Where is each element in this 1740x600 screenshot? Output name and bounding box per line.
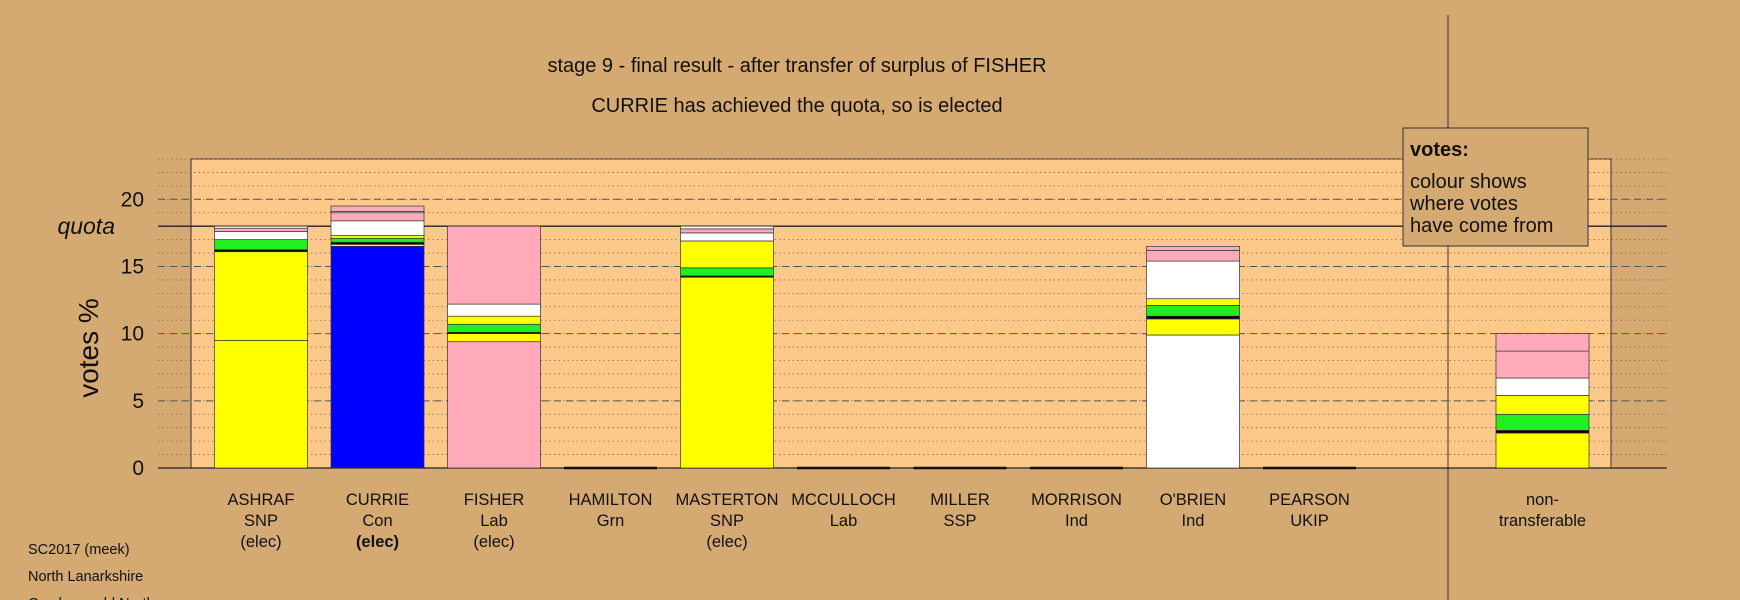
x-tick-label: Ind [1182,512,1205,530]
bar-segment [680,240,774,269]
bar-segment [214,231,308,240]
bar-segment [1146,315,1240,320]
bar-segment [1495,430,1590,434]
x-tick-label: SSP [943,512,976,530]
bar-segment [330,237,425,243]
bar-segment [680,228,774,234]
bar-segment [447,303,541,317]
bar-segment [1146,318,1240,336]
bar-segment [680,267,774,277]
x-tick-label: Lab [830,512,858,530]
y-tick-label: 20 [121,188,144,211]
bar-segment [1146,334,1240,469]
x-tick-label: (elec) [240,533,281,551]
plot-panel [190,158,1612,469]
bar-segment [447,323,541,333]
legend-box [1402,127,1589,247]
bar-segment [1146,245,1240,251]
bar-segment [1146,250,1240,262]
legend-text: where votes [1409,193,1518,215]
bar-segment [1495,413,1590,431]
bar-segment [680,276,774,469]
bar-segment [1146,298,1240,306]
x-tick-label: Lab [480,512,508,530]
x-tick-label: UKIP [1290,512,1329,530]
x-tick-label: MORRISON [1031,491,1122,509]
footer-text: Cumbernauld North [28,596,155,600]
chart-title: stage 9 - final result - after transfer … [547,55,1046,77]
x-tick-label: MILLER [930,491,990,509]
chart-subtitle: CURRIE has achieved the quota, so is ele… [591,95,1002,117]
bar-segment [680,225,774,230]
x-tick-label: transferable [1499,512,1586,530]
bar-segment [447,341,541,469]
bar-segment [447,333,541,343]
bar-segment [680,232,774,242]
bar-segment [214,239,308,251]
bar-segment [1495,350,1590,379]
x-tick-label: (elec) [473,533,514,551]
x-tick-label: HAMILTON [569,491,653,509]
x-tick-label: (elec) [706,533,747,551]
x-tick-label: Grn [597,512,625,530]
x-tick-label: CURRIE [346,491,409,509]
y-axis-label: votes % [73,298,104,398]
bar-segment [214,340,308,469]
footer-text: SC2017 (meek) [28,542,130,558]
bar-segment [214,225,308,229]
bar-segment [1495,333,1590,352]
quota-label: quota [57,213,115,239]
bar-segment [447,225,541,305]
bar-segment [1495,432,1590,469]
x-tick-label: non- [1526,491,1559,509]
bar-segment [447,315,541,325]
bar-segment [330,205,425,212]
y-tick-label: 15 [121,255,144,278]
x-tick-label: O'BRIEN [1160,491,1226,509]
x-tick-label: MCCULLOCH [791,491,896,509]
y-tick-label: 0 [132,457,144,480]
y-tick-label: 10 [121,323,144,346]
bar-segment [214,227,308,232]
footer-text: North Lanarkshire [28,569,143,585]
bar-segment [1495,395,1590,415]
bar-segment [330,235,425,239]
bar-segment [330,245,425,469]
x-tick-label: PEARSON [1269,491,1350,509]
bar-segment [214,251,308,341]
bar-segment [330,212,425,222]
bar-segment [1146,305,1240,317]
x-tick-label: ASHRAF [228,491,295,509]
legend-text: have come from [1410,215,1553,237]
x-tick-label: Con [362,512,392,530]
bar-segment [330,220,425,236]
legend-text: colour shows [1410,171,1527,193]
x-tick-label: MASTERTON [676,491,779,509]
x-tick-label: (elec) [356,533,399,551]
x-tick-label: SNP [244,512,278,530]
bar-segment [1495,377,1590,396]
x-tick-label: Ind [1065,512,1088,530]
x-tick-label: SNP [710,512,744,530]
legend-title: votes: [1410,139,1469,161]
x-tick-label: FISHER [464,491,525,509]
bar-segment [1146,260,1240,300]
y-tick-label: 5 [132,390,144,413]
